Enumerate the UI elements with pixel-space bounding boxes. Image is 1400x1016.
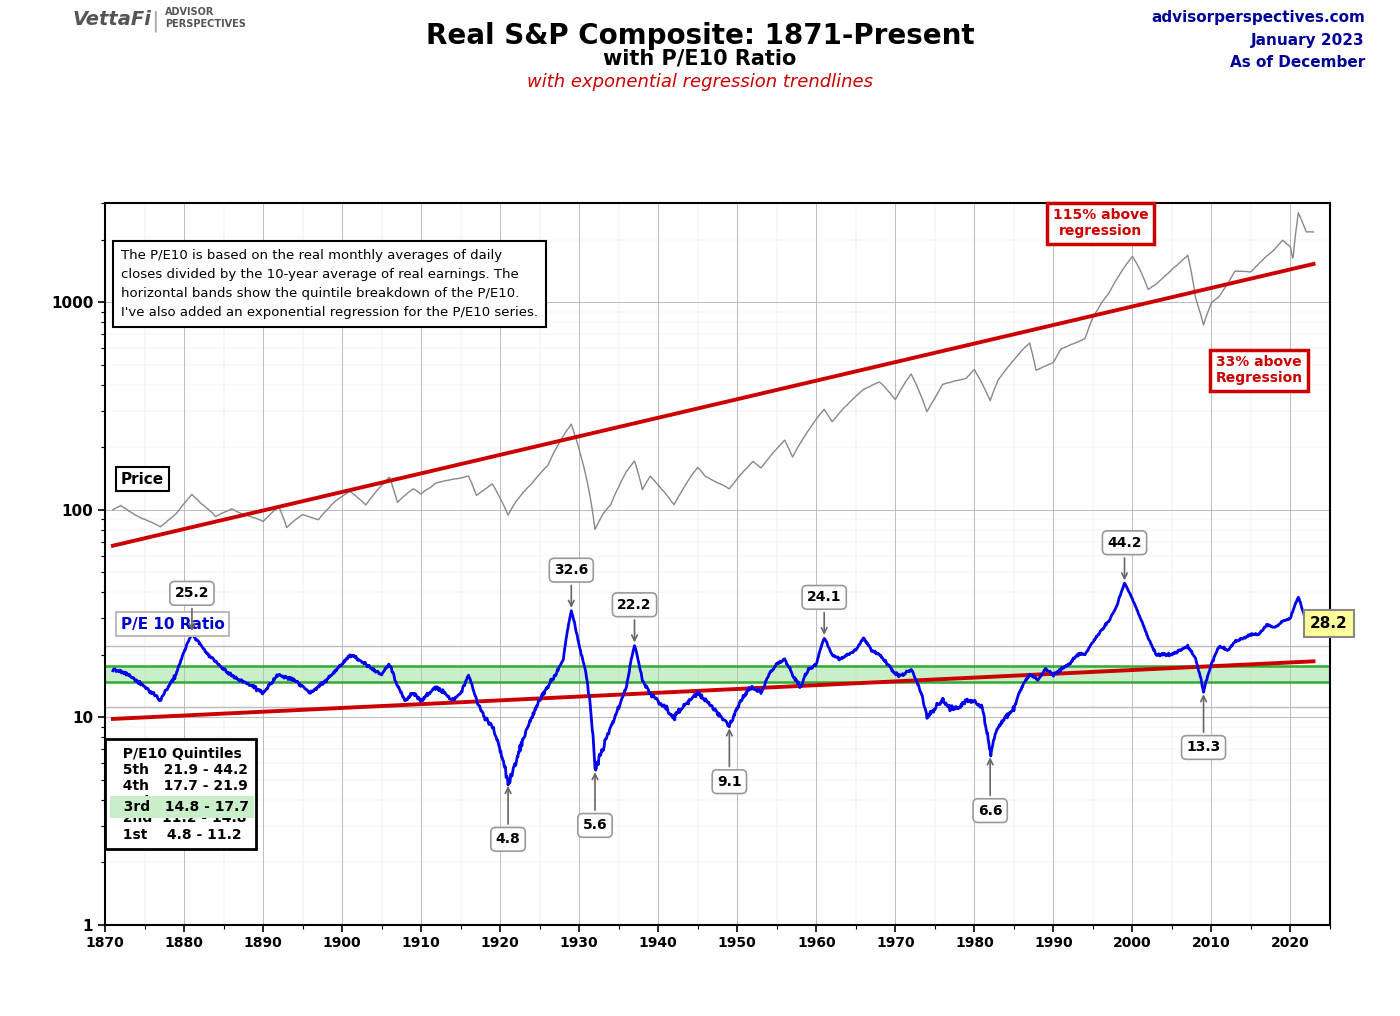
Text: 28.2: 28.2 xyxy=(1310,616,1348,631)
Text: 115% above
regression: 115% above regression xyxy=(1053,208,1148,239)
Text: |: | xyxy=(151,10,158,31)
Text: VettaFi: VettaFi xyxy=(73,10,151,29)
Text: 22.2: 22.2 xyxy=(617,597,652,641)
Text: with exponential regression trendlines: with exponential regression trendlines xyxy=(526,73,874,91)
Text: advisorperspectives.com: advisorperspectives.com xyxy=(1151,10,1365,25)
Text: 25.2: 25.2 xyxy=(175,586,209,629)
Text: 6.6: 6.6 xyxy=(979,759,1002,818)
Text: 9.1: 9.1 xyxy=(717,731,742,788)
Text: ADVISOR
PERSPECTIVES: ADVISOR PERSPECTIVES xyxy=(165,7,246,28)
Text: As of December: As of December xyxy=(1229,55,1365,70)
Text: 44.2: 44.2 xyxy=(1107,535,1142,578)
Text: 32.6: 32.6 xyxy=(554,563,588,606)
Text: The P/E10 is based on the real monthly averages of daily
closes divided by the 1: The P/E10 is based on the real monthly a… xyxy=(120,249,538,319)
Text: 3rd   14.8 - 17.7: 3rd 14.8 - 17.7 xyxy=(115,800,249,814)
Text: Price: Price xyxy=(120,471,164,487)
Text: with P/E10 Ratio: with P/E10 Ratio xyxy=(603,49,797,69)
Text: 33% above
Regression: 33% above Regression xyxy=(1215,356,1302,385)
Text: January 2023: January 2023 xyxy=(1252,33,1365,48)
Text: 4.8: 4.8 xyxy=(496,787,521,846)
Text: P/E 10 Ratio: P/E 10 Ratio xyxy=(120,617,224,632)
Text: 24.1: 24.1 xyxy=(806,590,841,633)
Text: 5.6: 5.6 xyxy=(582,774,608,832)
Bar xyxy=(105,665,1330,682)
Text: P/E10 Quintiles
  5th   21.9 - 44.2
  4th   17.7 - 21.9
  3rd   14.8 - 17.7
  2n: P/E10 Quintiles 5th 21.9 - 44.2 4th 17.7… xyxy=(113,747,248,841)
Text: 13.3: 13.3 xyxy=(1186,696,1221,755)
Text: Real S&P Composite: 1871-Present: Real S&P Composite: 1871-Present xyxy=(426,22,974,51)
